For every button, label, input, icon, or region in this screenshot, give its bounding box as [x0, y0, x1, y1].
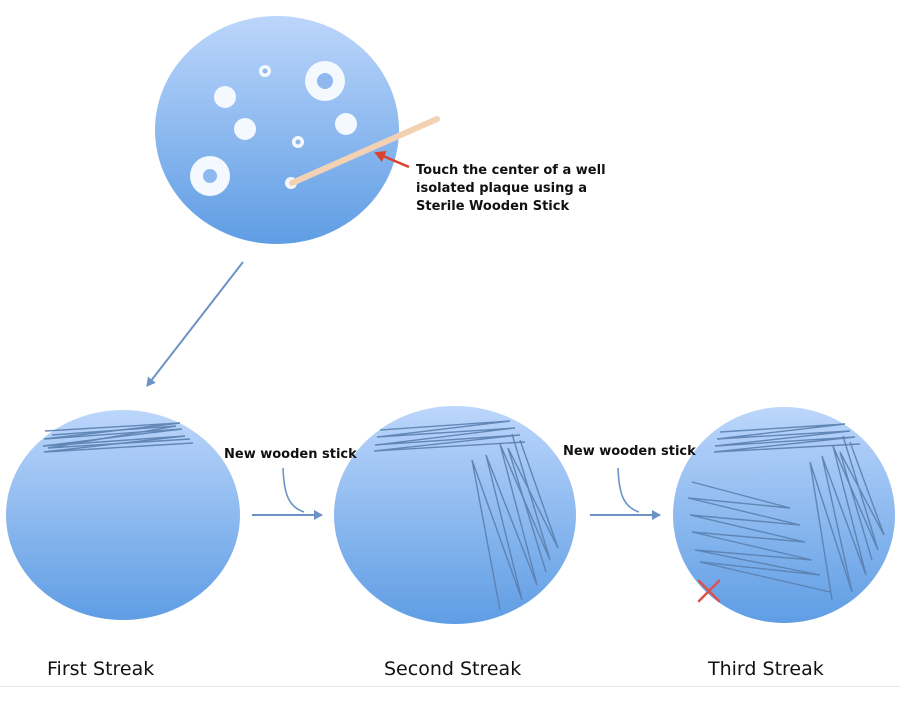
- instruction-line: Sterile Wooden Stick: [416, 199, 570, 214]
- source-plate: [155, 16, 440, 244]
- caption-third-streak: Third Streak: [708, 658, 824, 680]
- streak-lines-first: [713, 423, 861, 453]
- plate-third-streak: [673, 407, 895, 623]
- bottom-divider: [0, 686, 900, 687]
- plaque-large-ring: [305, 61, 345, 101]
- streak-lines-second: [809, 435, 885, 601]
- plate-first-streak: [6, 410, 240, 620]
- plaque: [234, 118, 256, 140]
- streak-lines-second: [471, 433, 559, 611]
- instruction-line: isolated plaque using a: [416, 181, 587, 196]
- plaque: [335, 113, 357, 135]
- plaque-large-ring: [190, 156, 230, 196]
- instruction-line: Touch the center of a well: [416, 163, 606, 178]
- x-mark-icon: [697, 579, 721, 603]
- plaque-small-ring: [259, 65, 271, 77]
- plaque-small-ring: [292, 136, 304, 148]
- instruction-text: Touch the center of a well isolated plaq…: [416, 162, 606, 216]
- plate-second-streak: [334, 406, 576, 624]
- streak-lines-first: [42, 422, 194, 453]
- streak-lines-third: [687, 481, 831, 593]
- curved-arrow-1: [282, 467, 305, 513]
- transfer-label-1: New wooden stick: [224, 447, 357, 462]
- transfer-arrow-down: [146, 261, 244, 387]
- curved-arrow-2: [617, 467, 640, 513]
- plaque: [214, 86, 236, 108]
- wooden-stick-icon: [289, 116, 440, 186]
- caption-second-streak: Second Streak: [384, 658, 522, 680]
- streak-lines-first: [373, 420, 526, 452]
- transfer-label-2: New wooden stick: [563, 444, 696, 459]
- caption-first-streak: First Streak: [47, 658, 155, 680]
- red-pointer-arrow-icon: [374, 150, 410, 169]
